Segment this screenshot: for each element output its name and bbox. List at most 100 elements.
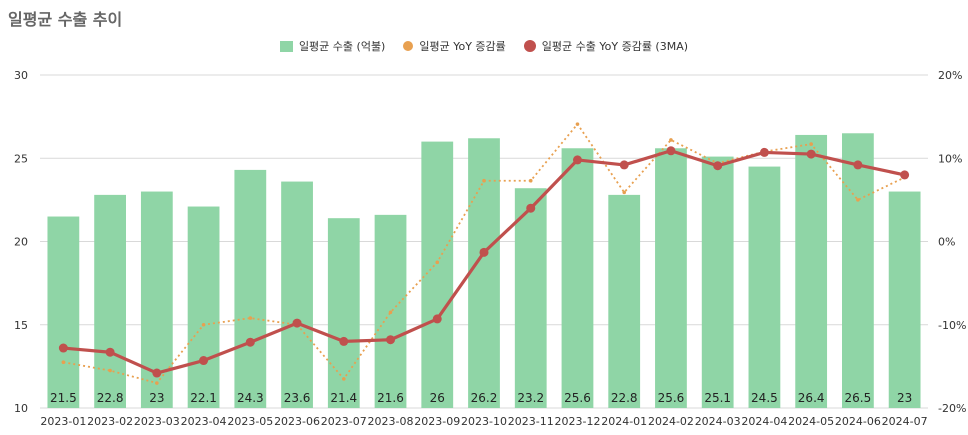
bar [468, 138, 500, 408]
x-tick-label: 2023-03 [134, 415, 180, 428]
chart-title: 일평균 수출 추이 [8, 10, 123, 29]
x-tick-label: 2023-05 [227, 415, 273, 428]
y-tick-right: -10% [938, 319, 966, 332]
point-yoy [482, 178, 486, 183]
point-3ma [759, 147, 769, 157]
bar-value-label: 23 [897, 391, 912, 405]
bar [748, 166, 781, 408]
y-tick-right: 20% [938, 69, 962, 82]
x-tick-label: 2023-06 [274, 415, 320, 428]
bar [327, 218, 360, 408]
bar [47, 216, 80, 408]
point-yoy [388, 310, 393, 315]
point-yoy [528, 178, 533, 183]
point-3ma [713, 161, 723, 171]
bar [888, 191, 921, 408]
point-yoy [341, 377, 346, 381]
point-3ma [806, 149, 816, 159]
bar-value-label: 26.5 [845, 391, 872, 405]
point-yoy [622, 190, 627, 195]
bar-value-label: 26.4 [798, 391, 825, 405]
point-3ma [339, 336, 349, 346]
y-tick-right: 0% [938, 236, 955, 249]
bar-value-label: 21.6 [377, 391, 404, 405]
legend-item-3ma[interactable]: 일평균 수출 YoY 증감률 (3MA) [523, 38, 689, 54]
legend-swatch-yoy [403, 41, 414, 51]
bar-value-label: 22.1 [190, 391, 217, 405]
bar-value-label: 26.2 [471, 391, 498, 405]
x-tick-label: 2023-07 [321, 415, 367, 428]
x-tick-label: 2023-12 [554, 415, 600, 428]
bar [281, 181, 313, 408]
y-tick-left: 30 [14, 69, 28, 82]
point-yoy [575, 122, 580, 126]
y-tick-left: 15 [14, 319, 28, 332]
bar [701, 156, 734, 408]
x-tick-label: 2023-04 [181, 415, 227, 428]
point-yoy [61, 360, 66, 365]
point-yoy [155, 381, 159, 385]
bar-value-label: 25.6 [658, 391, 685, 405]
legend-label-3ma: 일평균 수출 YoY 증감률 (3MA) [541, 40, 689, 53]
bar-value-label: 25.1 [704, 391, 731, 405]
x-tick-label: 2024-03 [695, 415, 741, 428]
point-3ma [853, 160, 863, 170]
x-tick-label: 2024-02 [648, 415, 694, 428]
legend-item-yoy[interactable]: 일평균 YoY 증감률 [403, 38, 506, 54]
point-3ma [199, 356, 209, 366]
y-tick-left: 10 [14, 402, 28, 415]
x-tick-label: 2023-11 [508, 415, 554, 428]
bar-value-label: 21.4 [330, 391, 357, 405]
bar-value-label: 23 [149, 391, 164, 405]
bar [561, 148, 594, 408]
point-3ma [666, 146, 676, 156]
legend-swatch-bar [279, 40, 293, 52]
point-3ma [572, 155, 582, 165]
x-tick-label: 2024-06 [835, 415, 881, 428]
bar [421, 141, 454, 408]
bar [655, 148, 687, 408]
point-3ma [58, 343, 68, 353]
bar [608, 194, 641, 408]
x-tick-label: 2024-05 [788, 415, 834, 428]
y-tick-left: 25 [14, 152, 28, 165]
y-tick-left: 20 [14, 236, 28, 249]
point-yoy [248, 316, 253, 320]
point-3ma [526, 203, 536, 213]
bar [94, 194, 126, 408]
point-3ma [152, 368, 162, 378]
point-yoy [809, 142, 813, 146]
point-3ma [619, 160, 629, 170]
point-yoy [435, 260, 440, 265]
legend-label-yoy: 일평균 YoY 증감률 [419, 40, 506, 53]
x-tick-label: 2024-01 [601, 415, 647, 428]
bar-value-label: 21.5 [50, 391, 77, 405]
point-yoy [856, 198, 860, 202]
bar-value-label: 22.8 [97, 391, 124, 405]
x-tick-label: 2023-02 [87, 415, 133, 428]
bar-value-label: 24.5 [751, 391, 778, 405]
point-yoy [108, 368, 112, 373]
point-3ma [386, 335, 396, 345]
point-3ma [900, 170, 910, 180]
legend-swatch-3ma [523, 40, 536, 52]
legend-item-bar[interactable]: 일평균 수출 (억불) [279, 38, 386, 54]
point-yoy [201, 322, 206, 327]
legend-label-bar: 일평균 수출 (억불) [298, 40, 386, 53]
bar-value-label: 25.6 [564, 391, 591, 405]
bar [795, 134, 828, 408]
point-3ma [245, 337, 255, 347]
bar-value-label: 22.8 [611, 391, 638, 405]
x-tick-label: 2024-07 [882, 415, 928, 428]
point-3ma [479, 247, 489, 257]
point-3ma [292, 318, 302, 328]
y-tick-right: -20% [938, 402, 966, 415]
bar [514, 188, 547, 408]
bar-value-label: 23.6 [284, 391, 311, 405]
x-tick-label: 2023-08 [368, 415, 414, 428]
legend: 일평균 수출 (억불) 일평균 YoY 증감률 일평균 수출 YoY 증감률 (… [0, 38, 968, 54]
x-tick-label: 2024-04 [741, 415, 787, 428]
point-3ma [432, 314, 442, 324]
